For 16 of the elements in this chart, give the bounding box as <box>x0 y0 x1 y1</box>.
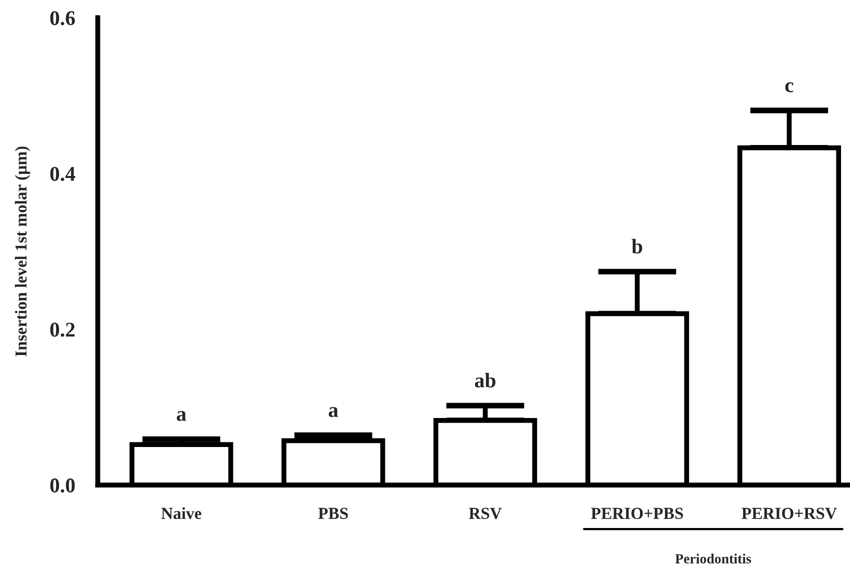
y-tick-label: 0.0 <box>50 478 75 493</box>
x-tick-label: PERIO+RSV <box>742 508 837 520</box>
y-tick-label: 0.2 <box>50 322 75 337</box>
annotation: ab <box>474 372 496 388</box>
annotation: a <box>328 407 338 418</box>
y-tick-label: 0.4 <box>50 166 76 182</box>
y-axis-title: Insertion level 1st molar (µm) <box>14 146 30 356</box>
x-tick-label: PBS <box>318 508 348 520</box>
y-tick-label: 0.6 <box>50 11 75 26</box>
x-tick-label: Naive <box>161 507 202 520</box>
annotation: c <box>785 82 794 92</box>
x-tick-label: RSV <box>468 508 502 520</box>
x-tick-label: PERIO+PBS <box>591 508 683 520</box>
annotation: a <box>176 411 186 421</box>
text: Periodontitis <box>675 554 752 564</box>
annotation: b <box>632 238 642 254</box>
